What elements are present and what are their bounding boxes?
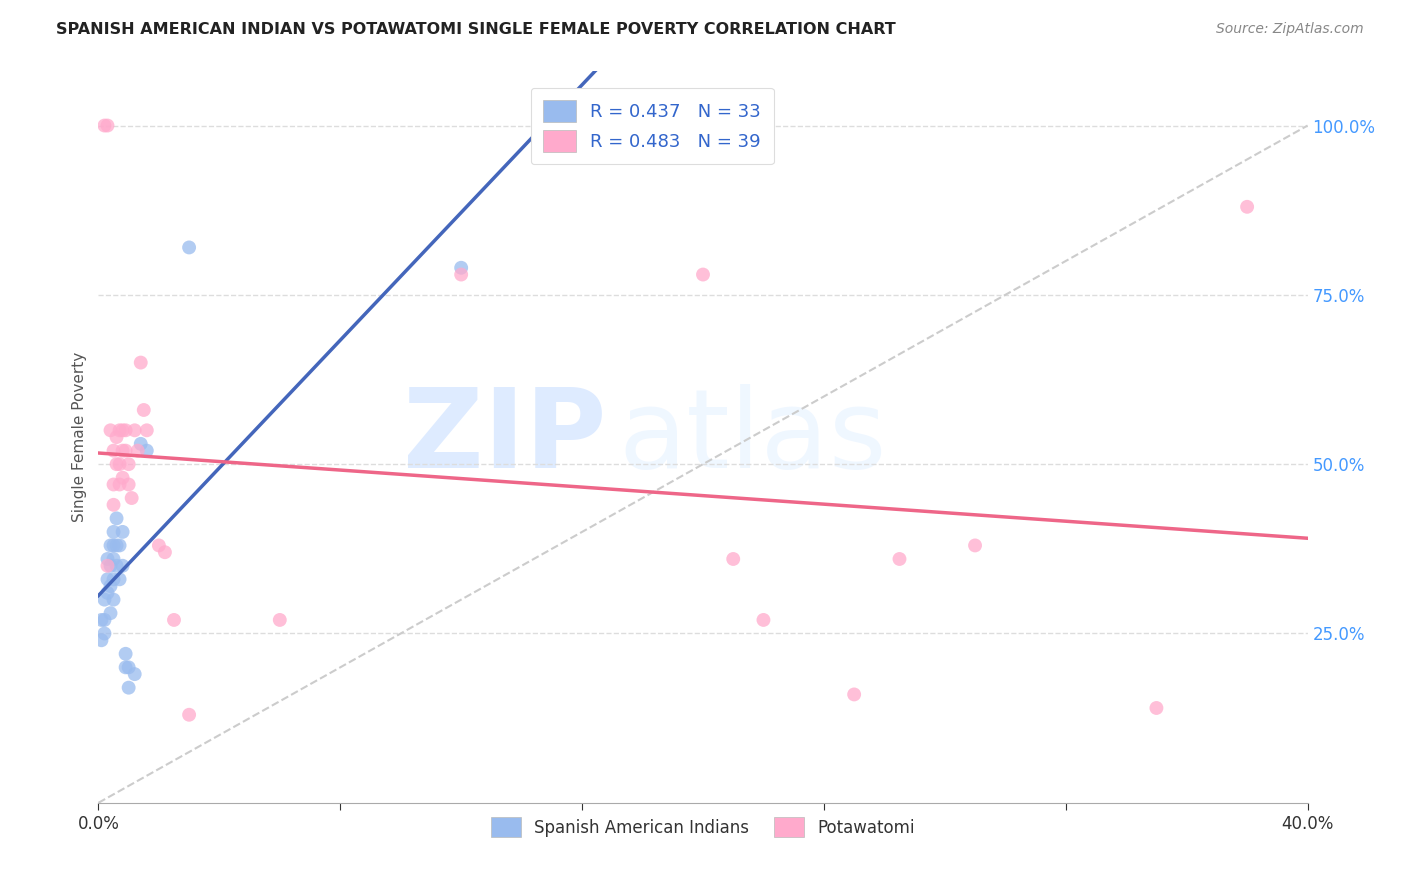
Point [148,538,170,552]
Text: atlas: atlas [619,384,887,491]
Point [103,572,125,586]
Point [100,423,122,437]
Point [111,524,134,539]
Point [450,268,472,282]
Point [118,477,141,491]
Point [108,477,131,491]
Point [108,457,131,471]
Point [129,355,152,369]
Point [121,491,143,505]
Point [118,681,141,695]
Point [103,443,125,458]
Point [93,592,115,607]
Point [965,538,987,552]
Point [93,626,115,640]
Y-axis label: Single Female Poverty: Single Female Poverty [72,352,87,522]
Point [132,403,155,417]
Point [90,613,112,627]
Text: SPANISH AMERICAN INDIAN VS POTAWATOMI SINGLE FEMALE POVERTY CORRELATION CHART: SPANISH AMERICAN INDIAN VS POTAWATOMI SI… [56,22,896,37]
Point [692,268,714,282]
Point [108,538,131,552]
Point [135,443,157,458]
Point [114,423,136,437]
Point [93,119,115,133]
Point [124,667,146,681]
Point [111,423,134,437]
Point [889,552,911,566]
Point [96,586,118,600]
Point [114,660,136,674]
Point [163,613,186,627]
Point [96,552,118,566]
Point [90,633,112,648]
Point [118,660,141,674]
Point [96,119,118,133]
Point [105,538,128,552]
Point [1144,701,1167,715]
Point [100,538,122,552]
Point [103,524,125,539]
Point [105,430,128,444]
Point [1236,200,1258,214]
Text: ZIP: ZIP [404,384,606,491]
Point [179,707,201,722]
Point [269,613,291,627]
Point [114,647,136,661]
Point [93,613,115,627]
Point [179,240,201,254]
Point [105,457,128,471]
Point [135,423,157,437]
Point [103,498,125,512]
Point [100,606,122,620]
Point [100,579,122,593]
Point [118,457,141,471]
Point [111,558,134,573]
Point [153,545,176,559]
Legend: Spanish American Indians, Potawatomi: Spanish American Indians, Potawatomi [482,809,924,846]
Point [723,552,745,566]
Point [127,443,149,458]
Point [129,437,152,451]
Point [103,592,125,607]
Point [96,558,118,573]
Point [108,423,131,437]
Point [114,443,136,458]
Point [111,443,134,458]
Point [450,260,472,275]
Point [103,477,125,491]
Point [103,552,125,566]
Point [105,558,128,573]
Point [111,471,134,485]
Point [844,688,866,702]
Point [108,572,131,586]
Point [752,613,775,627]
Text: Source: ZipAtlas.com: Source: ZipAtlas.com [1216,22,1364,37]
Point [100,558,122,573]
Point [96,572,118,586]
Point [103,538,125,552]
Point [124,423,146,437]
Point [105,511,128,525]
